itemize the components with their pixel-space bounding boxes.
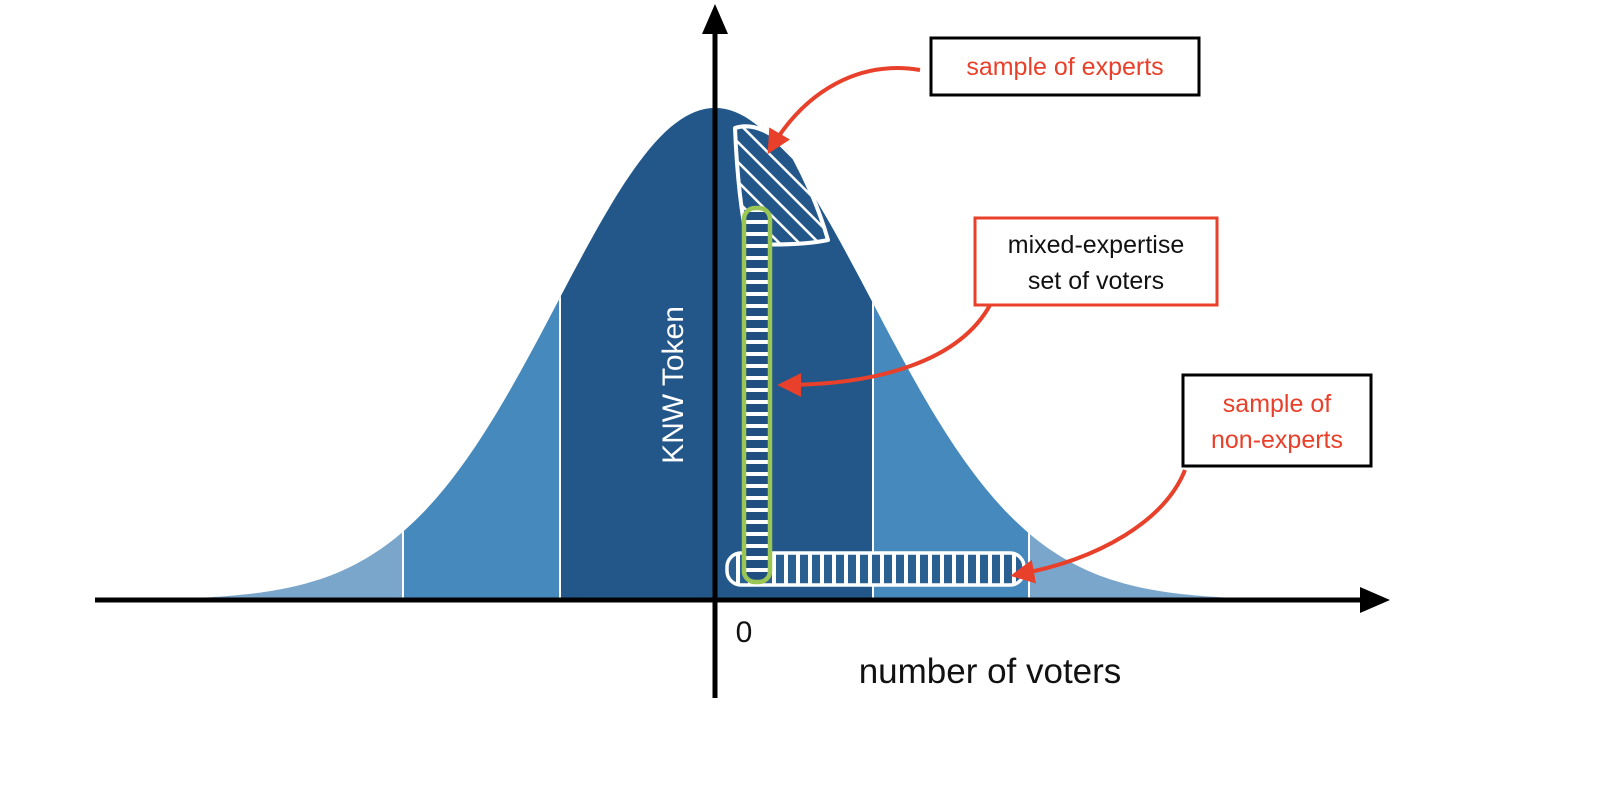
callout-mixed-box	[973, 216, 1219, 307]
callout-mixed-line1: mixed-expertise	[1008, 231, 1184, 259]
callout-non-experts-box	[1181, 373, 1373, 468]
x-axis-arrowhead	[1360, 587, 1390, 613]
origin-label: 0	[736, 616, 753, 649]
callout-experts-box	[929, 36, 1201, 97]
callout-non-experts: sample of non-experts	[1010, 373, 1373, 584]
callout-experts-text: sample of experts	[966, 53, 1163, 81]
callout-mixed-arrow	[777, 304, 992, 397]
x-axis-label: number of voters	[859, 652, 1122, 691]
callout-experts-arrow	[767, 66, 921, 155]
callout-mixed-line2: set of voters	[1028, 267, 1164, 295]
callout-mixed: mixed-expertise set of voters	[777, 216, 1219, 397]
callout-non-experts-line1: sample of	[1223, 390, 1331, 418]
axes	[95, 4, 1390, 698]
callout-experts: sample of experts	[767, 36, 1201, 155]
y-axis-label: KNW Token	[657, 306, 690, 464]
callout-non-experts-line2: non-experts	[1211, 426, 1343, 454]
callout-non-experts-arrow	[1010, 469, 1187, 584]
y-axis-arrowhead	[702, 4, 728, 34]
mixed-expertise-region	[741, 205, 773, 585]
